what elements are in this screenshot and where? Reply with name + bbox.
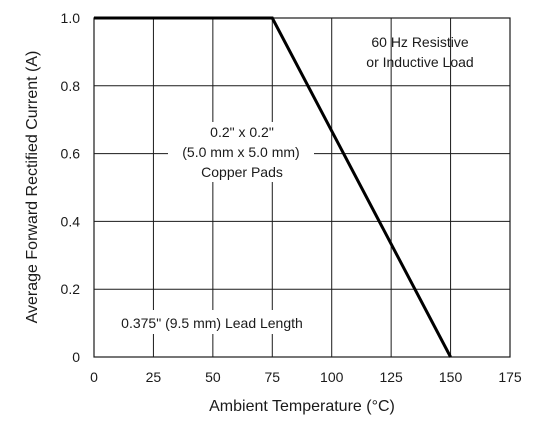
y-tick-labels: 0 0.2 0.4 0.6 0.8 1.0 (61, 10, 81, 365)
x-tick-label-7: 175 (498, 369, 522, 385)
plot-area (93, 17, 511, 358)
annotation-lead-bg (102, 310, 324, 334)
y-tick-label-0: 0 (72, 349, 80, 365)
x-tick-label-3: 75 (264, 369, 280, 385)
y-tick-label-5: 1.0 (61, 10, 81, 26)
y-tick-label-1: 0.2 (61, 281, 81, 297)
x-tick-label-6: 150 (439, 369, 463, 385)
x-axis-title: Ambient Temperature (°C) (209, 398, 395, 415)
x-tick-label-1: 25 (146, 369, 162, 385)
annotation-pads-line-2: (5.0 mm x 5.0 mm) (182, 144, 299, 160)
y-tick-label-3: 0.6 (61, 146, 81, 162)
plot-border (93, 17, 511, 358)
series-line-0 (94, 16, 452, 358)
x-tick-label-2: 50 (205, 369, 221, 385)
annotations: 60 Hz Resistive or Inductive Load 0.2" x… (102, 34, 474, 334)
x-tick-labels: 0 25 50 75 100 125 150 175 (90, 369, 522, 385)
y-tick-label-4: 0.8 (61, 78, 81, 94)
x-tick-label-4: 100 (320, 369, 344, 385)
series-layer (94, 16, 452, 358)
annotation-load-line-1: 60 Hz Resistive (371, 34, 468, 50)
annotation-load-line-2: or Inductive Load (366, 54, 473, 70)
y-axis-title: Average Forward Rectified Current (A) (24, 51, 41, 324)
annotation-pads-line-3: Copper Pads (201, 164, 283, 180)
annotation-pads-bg (168, 122, 314, 182)
annotation-pads-line-1: 0.2" x 0.2" (210, 124, 274, 140)
y-tick-label-2: 0.4 (61, 213, 81, 229)
x-tick-label-0: 0 (90, 369, 98, 385)
annotation-lead: 0.375" (9.5 mm) Lead Length (121, 315, 303, 331)
x-tick-label-5: 125 (379, 369, 403, 385)
